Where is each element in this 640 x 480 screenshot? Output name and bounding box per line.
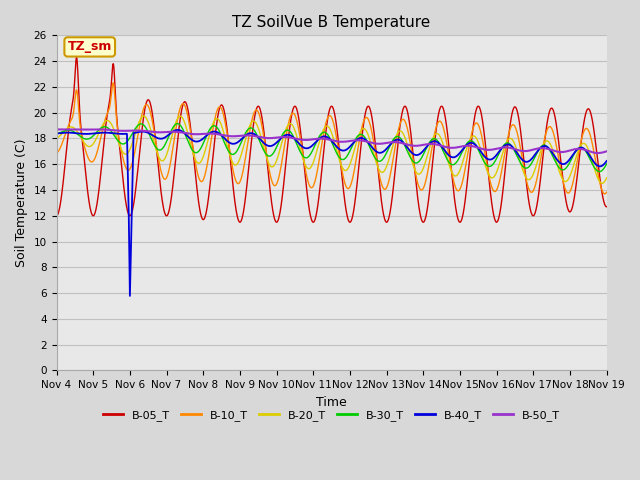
B-40_T	[288, 133, 296, 139]
B-05_T	[148, 109, 156, 115]
B-50_T	[116, 128, 124, 133]
B-10_T	[592, 160, 600, 166]
B-40_T	[603, 158, 611, 164]
B-50_T	[52, 127, 60, 132]
B-20_T	[148, 132, 156, 138]
B-40_T	[52, 131, 60, 136]
B-20_T	[592, 170, 600, 176]
Line: B-40_T: B-40_T	[56, 130, 607, 296]
B-05_T	[593, 145, 600, 151]
B-50_T	[287, 135, 295, 141]
B-20_T	[140, 113, 147, 119]
B-05_T	[287, 113, 295, 119]
B-30_T	[264, 153, 271, 158]
B-30_T	[52, 131, 60, 137]
B-30_T	[603, 161, 611, 167]
B-40_T	[115, 131, 123, 137]
B-10_T	[603, 190, 611, 195]
B-30_T	[148, 137, 156, 143]
B-10_T	[148, 117, 156, 123]
B-10_T	[116, 138, 124, 144]
Line: B-05_T: B-05_T	[56, 57, 607, 222]
B-50_T	[533, 146, 541, 152]
X-axis label: Time: Time	[316, 396, 347, 408]
B-10_T	[287, 111, 295, 117]
Legend: B-05_T, B-10_T, B-20_T, B-30_T, B-40_T, B-50_T: B-05_T, B-10_T, B-20_T, B-30_T, B-40_T, …	[99, 406, 564, 425]
B-10_T	[52, 150, 60, 156]
B-40_T	[126, 293, 134, 299]
B-50_T	[594, 150, 602, 156]
B-40_T	[148, 132, 156, 138]
Line: B-10_T: B-10_T	[56, 83, 607, 194]
B-20_T	[533, 161, 541, 167]
B-05_T	[73, 54, 81, 60]
B-20_T	[603, 175, 611, 181]
Line: B-30_T: B-30_T	[56, 124, 607, 172]
Title: TZ SoilVue B Temperature: TZ SoilVue B Temperature	[232, 15, 431, 30]
B-50_T	[264, 135, 271, 141]
B-20_T	[287, 121, 295, 127]
B-10_T	[533, 177, 541, 182]
B-05_T	[603, 204, 611, 210]
B-10_T	[264, 158, 271, 164]
B-05_T	[264, 164, 271, 169]
B-20_T	[52, 135, 60, 141]
B-30_T	[115, 139, 123, 145]
B-50_T	[65, 126, 72, 132]
B-40_T	[173, 127, 181, 133]
Line: B-20_T: B-20_T	[56, 116, 607, 183]
Text: TZ_sm: TZ_sm	[68, 40, 112, 53]
B-30_T	[533, 151, 541, 156]
B-05_T	[116, 143, 124, 148]
B-20_T	[264, 158, 271, 164]
Line: B-50_T: B-50_T	[56, 129, 607, 153]
B-30_T	[287, 131, 295, 136]
B-40_T	[593, 162, 600, 168]
B-05_T	[533, 203, 541, 208]
B-40_T	[264, 143, 271, 149]
B-50_T	[592, 150, 600, 156]
B-30_T	[592, 167, 600, 172]
B-05_T	[52, 213, 60, 219]
B-10_T	[109, 80, 117, 86]
B-30_T	[596, 169, 604, 175]
B-50_T	[603, 148, 611, 154]
B-20_T	[598, 180, 606, 186]
B-30_T	[173, 121, 181, 127]
B-50_T	[148, 129, 156, 135]
B-05_T	[493, 219, 500, 225]
B-40_T	[533, 149, 541, 155]
B-10_T	[601, 191, 609, 197]
Y-axis label: Soil Temperature (C): Soil Temperature (C)	[15, 139, 28, 267]
B-20_T	[115, 142, 123, 147]
